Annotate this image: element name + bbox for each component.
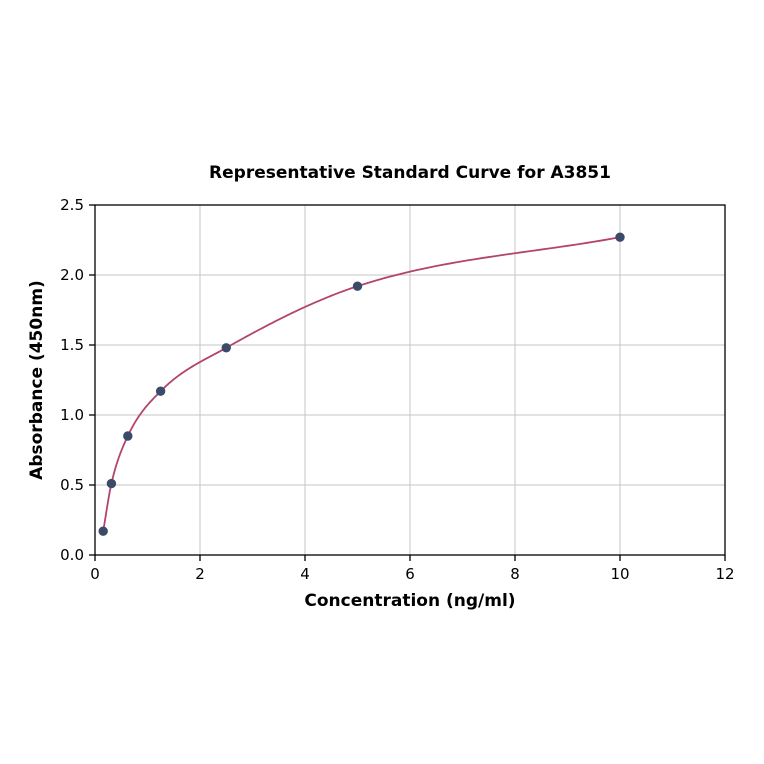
- x-tick-label: 12: [715, 565, 734, 583]
- y-tick-label: 2.0: [60, 266, 84, 284]
- x-tick-label: 2: [195, 565, 205, 583]
- y-axis-label: Absorbance (450nm): [27, 280, 47, 480]
- axes: 0 2 4 6 8 10 12 0.0 0.5 1.0 1.5 2.0 2.5: [60, 196, 734, 583]
- y-tick-label: 2.5: [60, 196, 84, 214]
- data-points-layer: [98, 232, 625, 536]
- data-point: [615, 232, 625, 242]
- data-point: [221, 343, 231, 353]
- y-tick-label: 1.5: [60, 336, 84, 354]
- data-point: [98, 526, 108, 536]
- x-tick-label: 6: [405, 565, 415, 583]
- standard-curve-line: [102, 236, 621, 533]
- x-axis-label: Concentration (ng/ml): [304, 591, 515, 611]
- data-point: [106, 478, 117, 489]
- x-tick-label: 4: [300, 565, 310, 583]
- y-tick-label: 0.0: [60, 546, 84, 564]
- data-point: [123, 431, 133, 441]
- data-point: [155, 386, 166, 396]
- data-point: [352, 281, 363, 291]
- y-tick-label: 1.0: [60, 406, 84, 424]
- chart-title: Representative Standard Curve for A3851: [209, 163, 611, 183]
- fitted-curve-layer: [102, 236, 621, 533]
- x-tick-label: 8: [510, 565, 520, 583]
- x-tick-label: 10: [610, 565, 629, 583]
- x-tick-label: 0: [90, 565, 100, 583]
- grid-lines: [94, 204, 726, 556]
- y-tick-label: 0.5: [60, 476, 84, 494]
